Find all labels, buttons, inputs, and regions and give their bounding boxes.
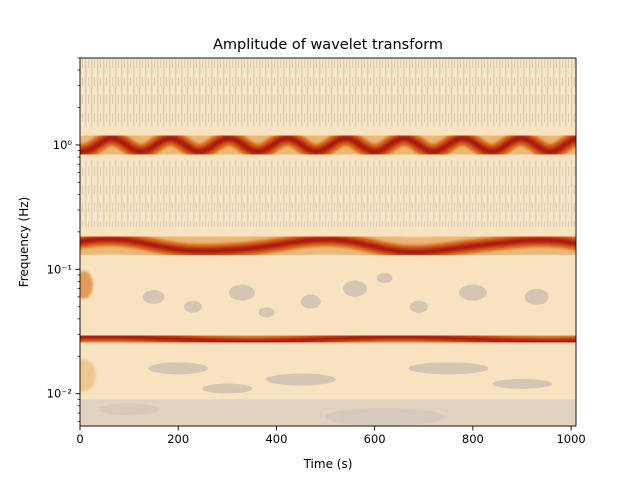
x-axis: 0 200 400 600 800 1000: [76, 426, 586, 446]
band-1-layer-4: [80, 136, 576, 154]
band-1: [80, 121, 576, 169]
texture-blob: [142, 289, 165, 304]
x-tick-label: 600: [364, 432, 386, 446]
band-3-layer-4: [80, 335, 576, 343]
y-tick-label: 10⁻¹: [47, 262, 72, 276]
plot-frame: [79, 57, 577, 427]
texture-blob: [376, 273, 393, 284]
chart-title: Amplitude of wavelet transform: [213, 37, 443, 53]
band-2: [80, 223, 576, 268]
band-3: [80, 324, 576, 355]
frequency-bands: [80, 121, 576, 392]
band-2-layer-4: [80, 237, 576, 254]
edge-patch-low: [80, 359, 96, 392]
texture-blob: [300, 294, 321, 309]
texture-blob: [183, 300, 202, 313]
y-tick-label: 10⁰: [53, 138, 73, 152]
texture-blob: [409, 300, 428, 313]
texture-blob: [202, 383, 253, 394]
texture-blob: [148, 362, 209, 375]
x-tick-label: 0: [76, 432, 83, 446]
texture-blob: [343, 280, 368, 297]
x-tick-label: 1000: [556, 432, 585, 446]
lower-texture: [80, 399, 576, 426]
plot-area: [80, 58, 576, 426]
upper-texture: [80, 58, 576, 127]
edge-patch: [80, 270, 93, 299]
texture-blob: [458, 284, 487, 301]
background-texture: [80, 58, 576, 426]
y-axis-label: Frequency (Hz): [17, 197, 31, 288]
texture-blob: [229, 284, 256, 301]
x-tick-label: 400: [265, 432, 287, 446]
texture-blob: [265, 373, 336, 386]
y-axis: 10⁻² 10⁻¹ 10⁰: [47, 57, 80, 422]
y-tick-label: 10⁻²: [47, 387, 72, 401]
x-tick-label: 200: [167, 432, 189, 446]
texture-blob: [524, 288, 549, 305]
texture-blob: [408, 362, 489, 375]
texture-blob: [491, 378, 552, 389]
mid-texture: [80, 160, 576, 227]
x-axis-label: Time (s): [303, 457, 353, 471]
texture-blob: [258, 307, 275, 318]
x-tick-label: 800: [462, 432, 484, 446]
